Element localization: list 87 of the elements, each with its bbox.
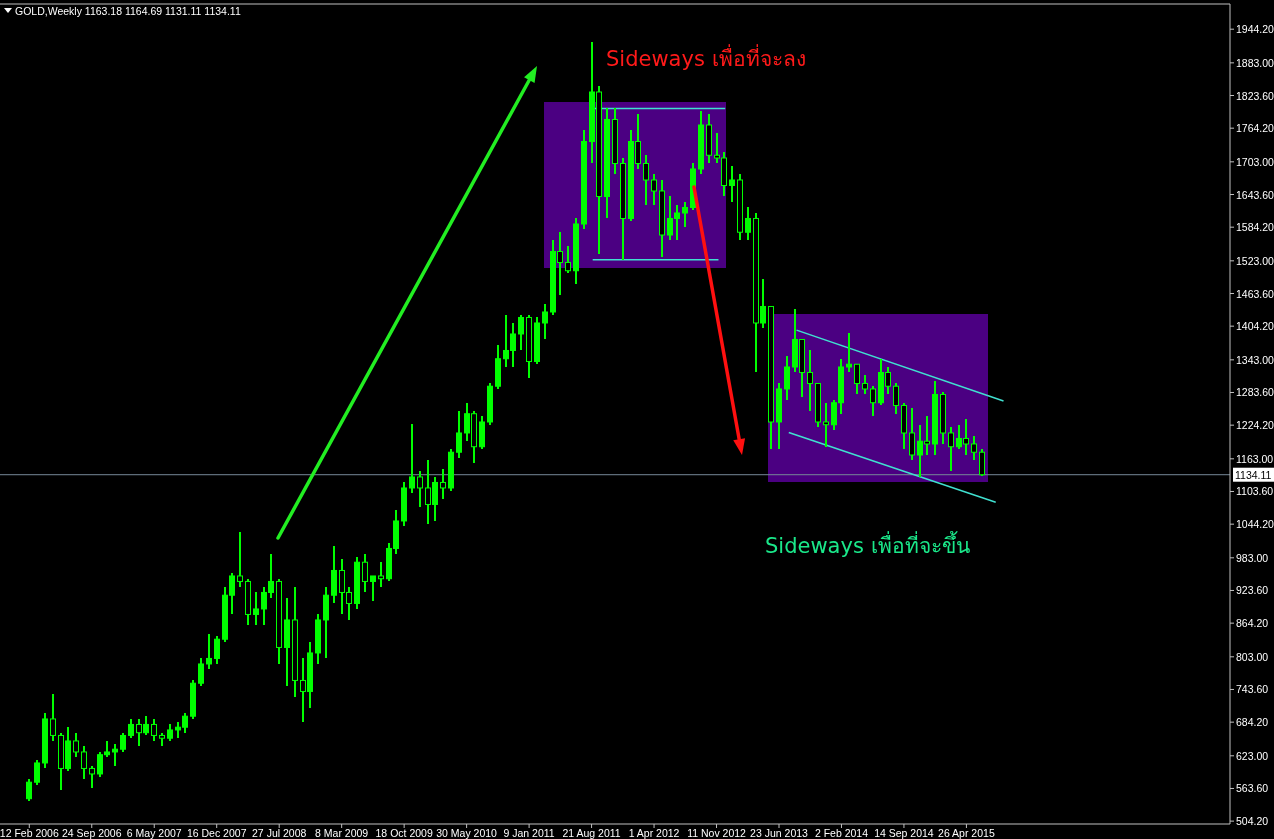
x-tick-label: 8 Mar 2009 [315,827,369,839]
x-tick-label: 14 Sep 2014 [874,827,934,839]
annotation: Sideways เพื่อที่จะขึ้น [765,531,970,558]
y-tick-label: 1283.60 [1236,386,1274,399]
x-tick-label: 9 Jan 2011 [503,827,555,839]
y-tick-label: 1523.00 [1236,254,1274,267]
candlestick [565,244,571,275]
candlestick [73,731,79,759]
candlestick [542,302,548,341]
x-tick-label: 30 May 2010 [436,827,498,839]
y-tick-label: 923.60 [1236,584,1269,597]
y-tick-label: 563.60 [1236,782,1269,795]
x-tick-label: 11 Nov 2012 [687,827,747,839]
x-tick-label: 6 May 2007 [126,827,182,839]
y-tick-label: 1343.00 [1236,353,1274,366]
y-tick-label: 1584.20 [1236,221,1274,234]
candlestick [120,731,126,753]
candlestick [253,591,259,627]
candlestick [362,552,368,594]
x-tick-label: 23 Jun 2013 [750,827,809,839]
candlestick [456,409,462,459]
candlestick [784,354,790,401]
y-tick-label: 803.00 [1236,650,1269,663]
candlestick [870,385,876,418]
ref-line-label: 1134.11 [1235,468,1272,481]
candlestick [909,407,915,462]
x-tick-label: 2 Feb 2014 [814,827,869,839]
candlestick [237,530,243,588]
candlestick [893,382,899,415]
y-tick-label: 1643.60 [1236,188,1274,201]
y-tick-label: 1703.00 [1236,155,1274,168]
x-tick-label: 27 Jul 2008 [252,827,307,839]
candlestick [378,561,384,588]
chart-title: GOLD,Weekly 1163.18 1164.69 1131.11 1134.11 [15,5,241,17]
y-tick-label: 1224.20 [1236,419,1274,432]
candlestick [682,200,688,228]
y-tick-label: 1163.00 [1236,452,1274,465]
candlestick [50,693,56,742]
candlestick [846,331,852,374]
y-tick-label: 983.00 [1236,551,1269,564]
candlestick [417,470,423,509]
x-tick-label: 18 Oct 2009 [375,827,433,839]
candlestick [854,363,860,396]
candlestick [948,426,954,473]
candlestick [862,374,868,396]
candlestick [151,717,157,742]
candlestick [979,448,985,478]
y-tick-label: 743.60 [1236,683,1269,696]
y-tick-label: 1044.20 [1236,518,1274,531]
y-tick-label: 1823.60 [1236,89,1274,102]
candlestick [370,574,376,602]
y-tick-label: 1404.20 [1236,320,1274,333]
x-tick-label: 1 Apr 2012 [628,827,680,839]
y-tick-label: 623.00 [1236,749,1269,762]
candlestick [214,635,220,665]
candlestick [128,717,134,740]
x-tick-label: 26 Apr 2015 [938,827,995,839]
candlestick [651,173,657,206]
candlestick [198,657,204,687]
y-tick-label: 684.20 [1236,716,1269,729]
candlestick [643,154,649,206]
y-tick-label: 1103.60 [1236,485,1274,498]
candlestick [81,745,87,781]
annotation: Sideways เพื่อที่จะลง [606,44,806,71]
candlestick [518,313,524,352]
y-tick-label: 1883.00 [1236,56,1274,69]
x-tick-label: 12 Feb 2006 [0,827,59,839]
y-tick-label: 864.20 [1236,617,1269,630]
candlestick [89,764,95,789]
x-tick-label: 16 Dec 2007 [186,827,247,839]
candlestick [745,206,751,242]
candlestick [729,165,735,203]
x-tick-label: 24 Sep 2006 [61,827,122,839]
candlestick [971,434,977,462]
y-tick-label: 1463.60 [1236,287,1274,300]
candlestick [112,742,118,767]
y-tick-label: 1944.20 [1236,23,1274,36]
candlestick [823,401,829,448]
candlestick [206,632,212,671]
candlestick [807,349,813,412]
candlestick [409,422,415,495]
x-tick-label: 21 Aug 2011 [562,827,621,839]
y-tick-label: 1764.20 [1236,122,1274,135]
candlestick [34,759,40,786]
candlestick [440,467,446,500]
candlestick [26,778,32,803]
y-tick-label: 504.20 [1236,815,1269,828]
